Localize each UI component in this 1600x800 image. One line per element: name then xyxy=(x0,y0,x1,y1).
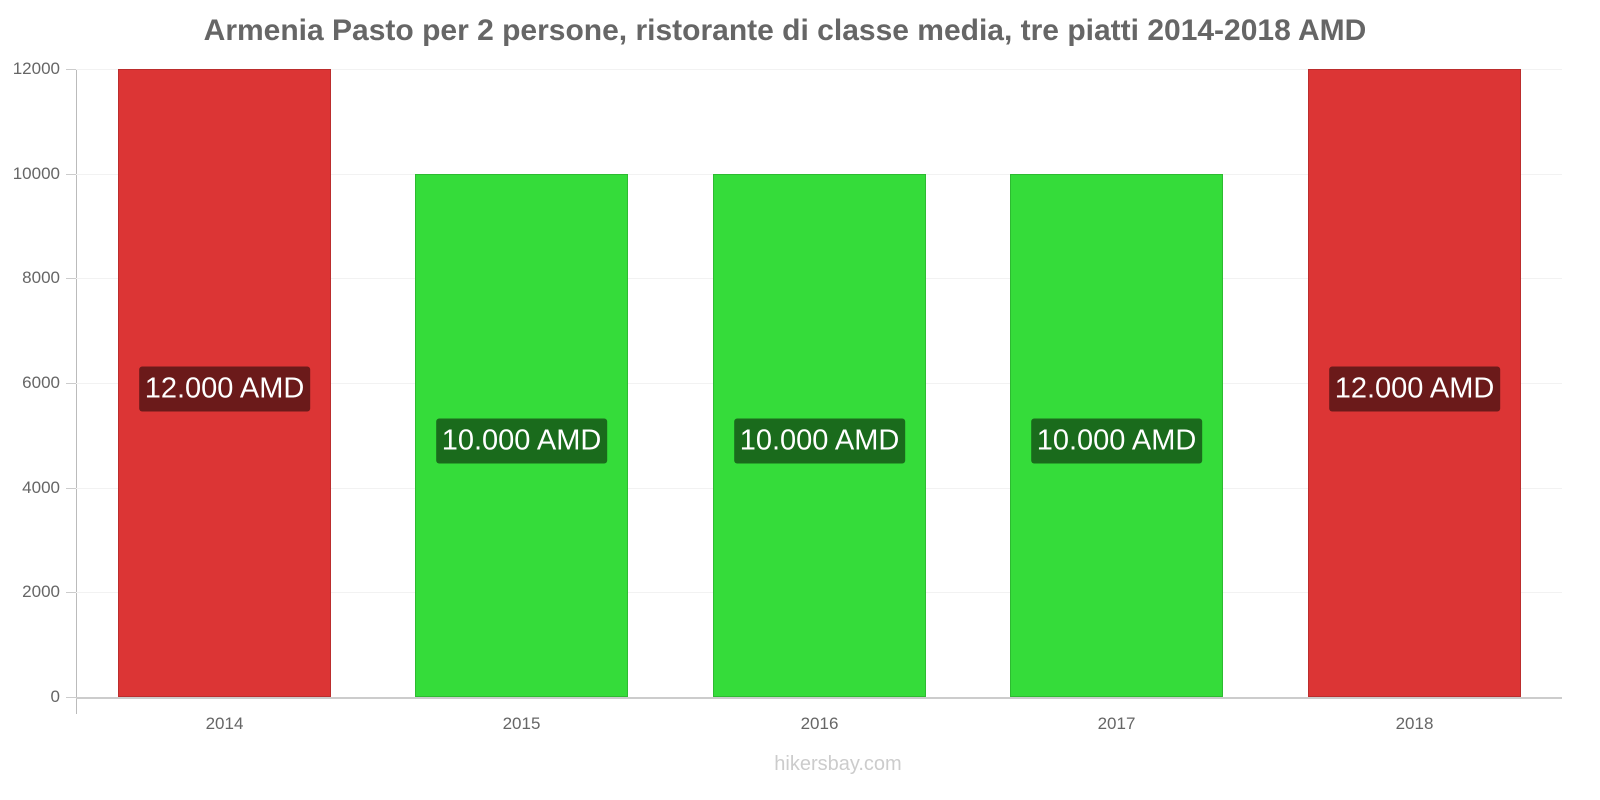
y-tick-label: 12000 xyxy=(12,59,60,78)
x-tick-label: 2014 xyxy=(205,714,244,733)
y-tick-label: 2000 xyxy=(22,582,60,602)
y-tick-mark xyxy=(66,173,76,175)
value-label: 10.000 AMD xyxy=(435,418,608,464)
value-label: 12.000 AMD xyxy=(1328,366,1501,412)
y-tick-mark xyxy=(66,383,76,384)
y-tick-label: 8000 xyxy=(22,268,60,288)
y-tick-mark xyxy=(66,487,76,489)
chart-title: Armenia Pasto per 2 persone, ristorante … xyxy=(203,14,1367,47)
y-tick-mark xyxy=(66,69,76,70)
y-tick-label: 4000 xyxy=(22,477,60,497)
x-tick-label: 2016 xyxy=(800,714,839,733)
gridline xyxy=(76,69,1562,70)
value-label: 10.000 AMD xyxy=(733,418,906,464)
x-tick-label: 2018 xyxy=(1395,714,1434,733)
x-tick-label: 2015 xyxy=(502,714,541,733)
y-tick-label: 0 xyxy=(50,687,60,706)
x-tick-label: 2017 xyxy=(1097,714,1136,733)
y-axis xyxy=(76,69,77,714)
y-tick-mark xyxy=(66,278,76,280)
credit: hikersbay.com xyxy=(774,753,902,775)
y-tick-mark xyxy=(66,697,76,698)
y-tick-label: 10000 xyxy=(12,163,60,183)
value-label: 12.000 AMD xyxy=(138,366,311,412)
y-tick-mark xyxy=(66,592,76,594)
y-tick-label: 6000 xyxy=(22,373,60,392)
x-axis xyxy=(76,697,1562,699)
value-label: 10.000 AMD xyxy=(1030,418,1203,464)
